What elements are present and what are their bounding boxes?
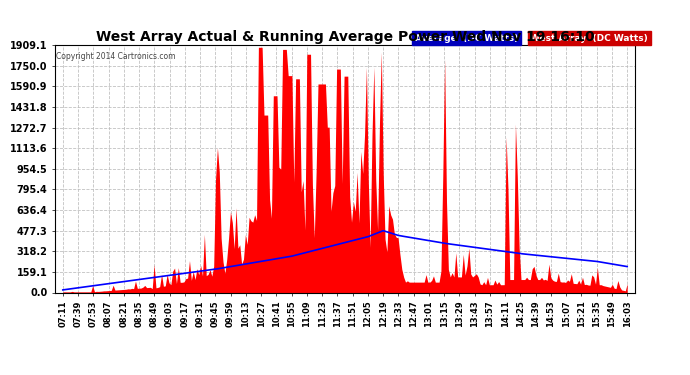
Text: Average  (DC Watts): Average (DC Watts)	[415, 33, 518, 42]
Text: Copyright 2014 Cartronics.com: Copyright 2014 Cartronics.com	[57, 53, 176, 62]
Title: West Array Actual & Running Average Power Wed Nov 19 16:10: West Array Actual & Running Average Powe…	[96, 30, 594, 44]
Text: West Array  (DC Watts): West Array (DC Watts)	[531, 33, 648, 42]
